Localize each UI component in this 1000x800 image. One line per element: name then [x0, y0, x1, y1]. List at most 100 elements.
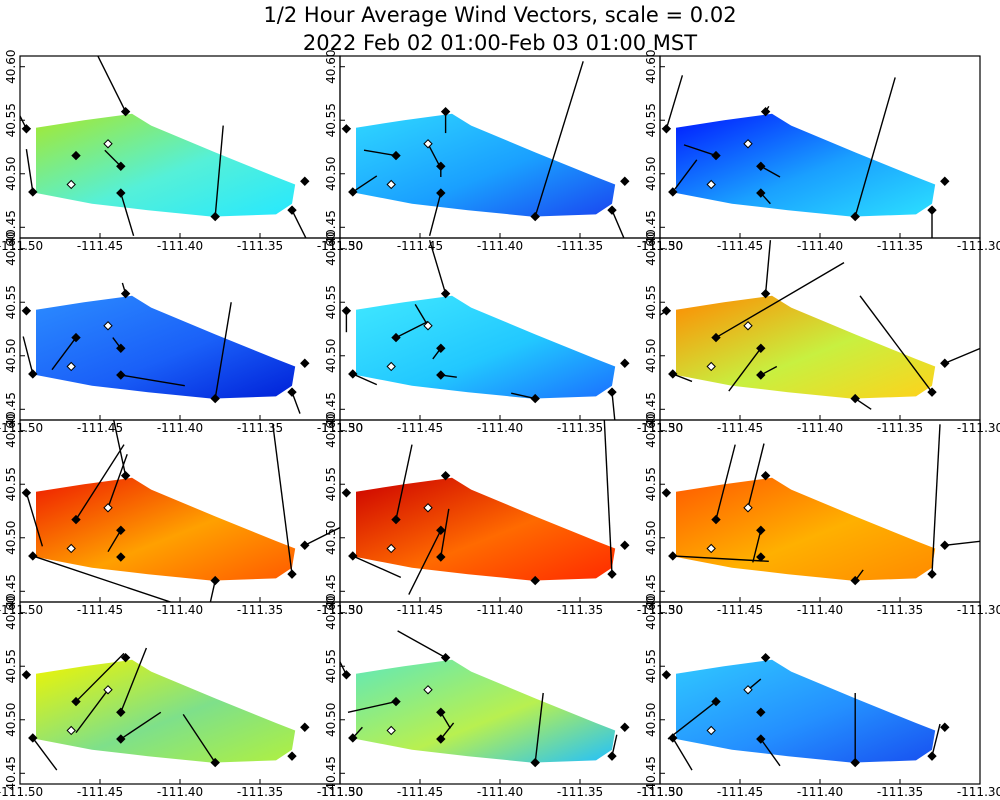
wind-vector — [97, 56, 127, 112]
x-tick-label: -111.45 — [77, 785, 123, 799]
wind-vector — [427, 143, 440, 166]
interpolated-field — [36, 659, 296, 763]
station-marker — [440, 106, 451, 117]
station-marker — [391, 150, 401, 161]
y-tick-label: 40.55 — [644, 103, 658, 137]
wind-vector — [672, 737, 693, 771]
wind-vector — [944, 347, 980, 364]
y-tick-label: 40.60 — [644, 596, 658, 630]
interpolated-field — [676, 113, 936, 217]
station-marker — [756, 734, 766, 744]
station-marker — [21, 306, 32, 316]
interpolated-field — [356, 295, 616, 399]
x-tick-label: -111.45 — [77, 421, 123, 435]
station-marker — [756, 343, 766, 353]
y-tick-label: 40.55 — [644, 285, 658, 319]
x-tick-label: -111.35 — [877, 421, 923, 435]
station-marker — [711, 696, 721, 707]
wind-vector — [603, 420, 613, 575]
station-marker — [743, 321, 753, 331]
x-tick-label: -111.35 — [237, 421, 283, 435]
wind-vector — [672, 555, 769, 563]
wind-vector — [25, 149, 34, 193]
station-marker — [28, 733, 38, 743]
wind-vector — [107, 529, 122, 553]
wind-vector — [683, 144, 717, 157]
wind-vector — [352, 555, 402, 579]
wind-vector — [291, 391, 301, 414]
x-tick-label: -111.45 — [717, 785, 763, 799]
interpolated-field — [36, 477, 296, 581]
x-tick-label: -111.35 — [877, 785, 923, 799]
wind-vector — [534, 61, 584, 217]
station-marker — [391, 514, 401, 525]
station-marker — [440, 652, 451, 663]
wind-vector — [363, 149, 397, 157]
station-marker — [436, 343, 446, 353]
wind-vector — [611, 392, 616, 420]
station-marker — [21, 670, 32, 680]
y-tick-label: 40.50 — [324, 703, 338, 737]
x-tick-label: -111.45 — [717, 421, 763, 435]
station-marker — [120, 288, 131, 299]
y-tick-label: 40.50 — [324, 157, 338, 191]
x-tick-label: -111.30 — [957, 603, 1000, 617]
wind-vector — [104, 149, 122, 167]
station-marker — [71, 332, 81, 343]
station-marker — [103, 503, 113, 513]
wind-vector — [51, 337, 77, 371]
wind-vector — [107, 454, 128, 509]
station-marker — [940, 176, 950, 186]
station-marker — [711, 332, 721, 343]
y-tick-label: 40.60 — [324, 232, 338, 266]
station-marker — [706, 361, 716, 372]
station-marker — [436, 188, 446, 198]
x-tick-label: -111.35 — [557, 421, 603, 435]
station-marker — [436, 370, 446, 380]
station-marker — [927, 205, 937, 215]
x-tick-label: -111.40 — [157, 421, 203, 435]
wind-vector — [304, 526, 340, 546]
station-marker — [71, 696, 81, 707]
station-marker — [711, 514, 721, 525]
wind-vector — [182, 714, 216, 763]
station-marker — [668, 733, 678, 743]
y-tick-label: 40.50 — [4, 521, 18, 555]
wind-vector — [272, 424, 293, 575]
station-marker — [743, 503, 753, 513]
station-marker — [711, 150, 721, 161]
wind-vector — [75, 652, 125, 703]
wind-vector — [352, 373, 378, 386]
station-marker — [668, 551, 678, 561]
wind-vector — [611, 209, 625, 238]
station-marker — [620, 540, 630, 550]
y-tick-label: 40.60 — [4, 50, 18, 84]
wind-vector — [20, 114, 28, 130]
y-tick-label: 40.60 — [324, 414, 338, 448]
x-tick-label: -111.50 — [0, 239, 43, 253]
wind-vector — [32, 555, 173, 602]
station-marker — [210, 211, 220, 222]
map-panel-1: 40.45 40.50 40.55 40.60 -111.50 -111.45 -111.4… — [0, 50, 363, 253]
x-tick-label: -111.45 — [397, 421, 443, 435]
station-marker — [348, 733, 358, 743]
station-marker — [66, 361, 76, 372]
wind-vector — [428, 239, 447, 294]
y-tick-label: 40.45 — [644, 574, 658, 608]
wind-vector — [214, 125, 224, 217]
x-tick-label: -111.35 — [877, 603, 923, 617]
wind-vector — [665, 75, 684, 130]
station-marker — [120, 652, 131, 663]
station-marker — [850, 211, 860, 222]
station-marker — [436, 734, 446, 744]
station-marker — [116, 734, 126, 744]
y-tick-label: 40.45 — [324, 392, 338, 426]
wind-vector — [120, 711, 162, 740]
x-tick-label: -111.40 — [477, 603, 523, 617]
y-tick-label: 40.60 — [644, 414, 658, 448]
